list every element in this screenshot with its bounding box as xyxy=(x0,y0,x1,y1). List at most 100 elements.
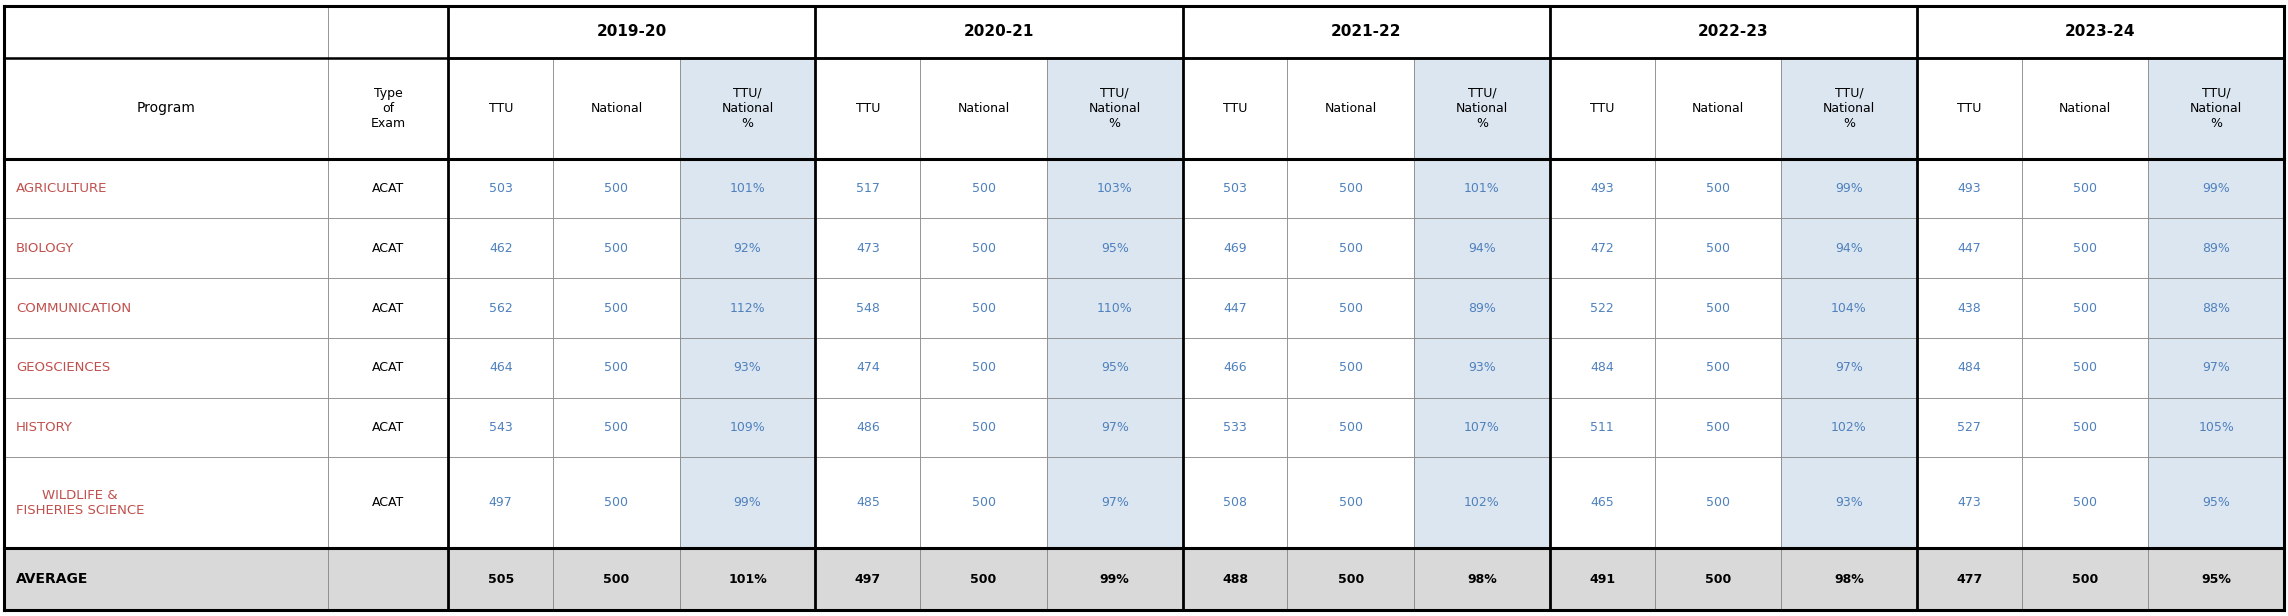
Text: 500: 500 xyxy=(972,496,995,509)
Bar xyxy=(448,398,554,458)
Bar xyxy=(2148,338,2283,398)
Text: 102%: 102% xyxy=(1830,421,1867,434)
Bar xyxy=(1288,458,1414,548)
Text: ACAT: ACAT xyxy=(373,421,405,434)
Text: National: National xyxy=(956,102,1009,115)
Bar xyxy=(1183,158,1288,218)
Bar xyxy=(1414,57,1549,158)
Bar xyxy=(327,6,448,57)
Text: 101%: 101% xyxy=(1464,182,1499,195)
Bar xyxy=(1414,158,1549,218)
Text: 99%: 99% xyxy=(734,496,762,509)
Text: TTU/
National
%: TTU/ National % xyxy=(1455,86,1508,129)
Text: 2023-24: 2023-24 xyxy=(2066,24,2135,39)
Text: Type
of
Exam: Type of Exam xyxy=(371,86,405,129)
Text: 2022-23: 2022-23 xyxy=(1698,24,1769,39)
Text: 462: 462 xyxy=(490,241,513,255)
Text: TTU: TTU xyxy=(1590,102,1615,115)
Text: 500: 500 xyxy=(604,182,629,195)
Text: 94%: 94% xyxy=(1469,241,1496,255)
Bar xyxy=(815,57,920,158)
Bar xyxy=(680,398,815,458)
Text: 511: 511 xyxy=(1590,421,1613,434)
Bar xyxy=(2148,398,2283,458)
Bar xyxy=(5,218,327,278)
Bar xyxy=(1048,548,1183,610)
Text: 464: 464 xyxy=(490,361,513,375)
Bar xyxy=(554,218,680,278)
Bar xyxy=(2023,278,2148,338)
Bar xyxy=(920,57,1048,158)
Text: TTU/
National
%: TTU/ National % xyxy=(2190,86,2242,129)
Bar xyxy=(1549,6,1917,57)
Bar xyxy=(2023,398,2148,458)
Bar xyxy=(1549,57,1654,158)
Bar xyxy=(327,278,448,338)
Bar xyxy=(1654,338,1780,398)
Text: TTU: TTU xyxy=(1956,102,1981,115)
Text: 508: 508 xyxy=(1224,496,1247,509)
Bar xyxy=(815,338,920,398)
Text: 500: 500 xyxy=(1707,241,1730,255)
Text: 500: 500 xyxy=(1338,496,1364,509)
Bar xyxy=(554,338,680,398)
Text: 486: 486 xyxy=(856,421,881,434)
Bar xyxy=(1183,398,1288,458)
Bar xyxy=(1549,218,1654,278)
Text: ACAT: ACAT xyxy=(373,496,405,509)
Bar xyxy=(327,218,448,278)
Text: 95%: 95% xyxy=(1101,361,1128,375)
Bar xyxy=(1917,458,2023,548)
Text: 97%: 97% xyxy=(2201,361,2231,375)
Bar xyxy=(554,57,680,158)
Bar xyxy=(920,458,1048,548)
Bar xyxy=(1549,338,1654,398)
Bar xyxy=(1414,458,1549,548)
Bar xyxy=(920,278,1048,338)
Text: 112%: 112% xyxy=(730,301,766,315)
Bar xyxy=(1917,548,2023,610)
Text: National: National xyxy=(1691,102,1743,115)
Text: 500: 500 xyxy=(2073,182,2098,195)
Text: 2021-22: 2021-22 xyxy=(1332,24,1400,39)
Text: 500: 500 xyxy=(1338,241,1364,255)
Bar xyxy=(1917,338,2023,398)
Bar xyxy=(1549,548,1654,610)
Bar xyxy=(1917,218,2023,278)
Text: TTU: TTU xyxy=(1222,102,1247,115)
Bar xyxy=(5,278,327,338)
Bar xyxy=(327,458,448,548)
Bar xyxy=(815,158,920,218)
Bar xyxy=(1780,158,1917,218)
Bar xyxy=(920,548,1048,610)
Bar xyxy=(448,338,554,398)
Text: 102%: 102% xyxy=(1464,496,1499,509)
Bar xyxy=(5,158,327,218)
Text: 500: 500 xyxy=(2073,361,2098,375)
Text: 474: 474 xyxy=(856,361,881,375)
Bar xyxy=(448,548,554,610)
Text: 105%: 105% xyxy=(2199,421,2233,434)
Text: WILDLIFE &
FISHERIES SCIENCE: WILDLIFE & FISHERIES SCIENCE xyxy=(16,489,144,517)
Text: 97%: 97% xyxy=(1101,421,1128,434)
Bar xyxy=(680,548,815,610)
Text: Program: Program xyxy=(137,101,194,115)
Bar xyxy=(1917,398,2023,458)
Bar xyxy=(1780,458,1917,548)
Text: 500: 500 xyxy=(1338,421,1364,434)
Bar xyxy=(327,398,448,458)
Bar xyxy=(1183,218,1288,278)
Text: TTU/
National
%: TTU/ National % xyxy=(1824,86,1876,129)
Text: 99%: 99% xyxy=(2203,182,2231,195)
Bar xyxy=(1654,458,1780,548)
Bar xyxy=(680,158,815,218)
Text: 497: 497 xyxy=(490,496,513,509)
Text: 438: 438 xyxy=(1959,301,1981,315)
Text: 503: 503 xyxy=(1224,182,1247,195)
Text: 473: 473 xyxy=(856,241,881,255)
Bar xyxy=(815,458,920,548)
Bar xyxy=(1183,548,1288,610)
Bar xyxy=(680,218,815,278)
Bar xyxy=(1414,278,1549,338)
Bar xyxy=(680,458,815,548)
